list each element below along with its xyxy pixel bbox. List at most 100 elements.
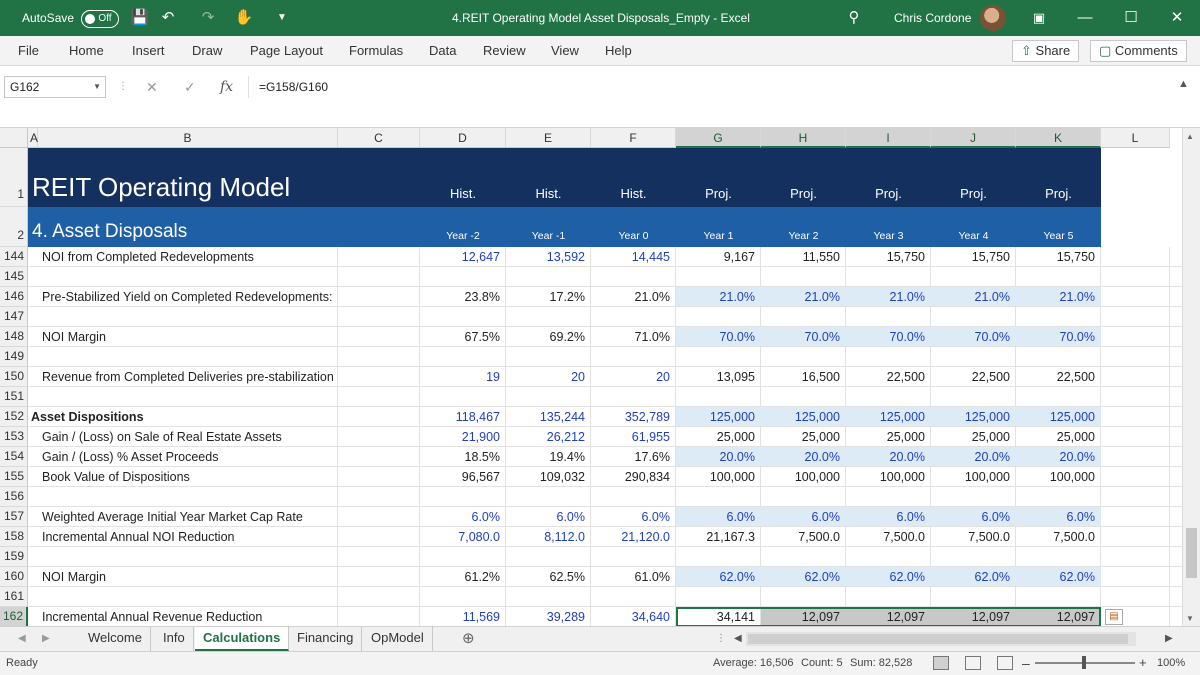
- row-label[interactable]: NOI Margin: [42, 570, 106, 584]
- row-label[interactable]: Incremental Annual NOI Reduction: [42, 530, 235, 544]
- selection-range[interactable]: [676, 607, 1101, 626]
- row-header[interactable]: 150: [0, 367, 28, 387]
- value-cell[interactable]: 18.5%: [464, 450, 500, 464]
- value-cell[interactable]: 25,000: [971, 430, 1010, 444]
- normal-view-icon[interactable]: [933, 656, 949, 670]
- row-header[interactable]: 146: [0, 287, 28, 307]
- value-cell[interactable]: 7,500.0: [798, 530, 840, 544]
- undo-icon[interactable]: ↶: [161, 9, 175, 26]
- zoom-out-icon[interactable]: –: [1022, 655, 1030, 671]
- minimize-icon[interactable]: —: [1077, 9, 1093, 26]
- value-cell[interactable]: 61.2%: [464, 570, 500, 584]
- column-header-c[interactable]: C: [338, 128, 420, 148]
- formula-input[interactable]: =G158/G160: [248, 76, 1178, 98]
- row-header[interactable]: 149: [0, 347, 28, 367]
- cancel-icon[interactable]: ✕: [146, 79, 158, 95]
- value-cell[interactable]: 6.0%: [811, 510, 841, 524]
- value-cell[interactable]: 21.0%: [1059, 290, 1095, 304]
- redo-icon[interactable]: ↷: [201, 9, 215, 26]
- value-cell[interactable]: 20: [656, 370, 670, 384]
- page-layout-view-icon[interactable]: [965, 656, 981, 670]
- autosave-toggle[interactable]: Off: [81, 9, 120, 28]
- value-cell[interactable]: 70.0%: [719, 330, 755, 344]
- value-cell[interactable]: 19.4%: [549, 450, 585, 464]
- value-cell[interactable]: 100,000: [964, 470, 1010, 484]
- row-label[interactable]: Incremental Annual Revenue Reduction: [42, 610, 263, 624]
- value-cell[interactable]: 109,032: [539, 470, 585, 484]
- value-cell[interactable]: 61.0%: [634, 570, 670, 584]
- value-cell[interactable]: 12,647: [461, 250, 500, 264]
- row-header[interactable]: 2: [0, 207, 28, 247]
- value-cell[interactable]: 12,097: [971, 610, 1010, 624]
- value-cell[interactable]: 8,112.0: [544, 530, 585, 544]
- value-cell[interactable]: 6.0%: [726, 510, 756, 524]
- next-sheet-icon[interactable]: ▶: [42, 633, 50, 644]
- zoom-in-icon[interactable]: +: [1139, 655, 1147, 670]
- value-cell[interactable]: 7,500.0: [883, 530, 925, 544]
- scroll-left-icon[interactable]: ◀: [734, 633, 742, 644]
- zoom-level[interactable]: 100%: [1157, 657, 1186, 669]
- column-header-d[interactable]: D: [420, 128, 506, 148]
- period-type-label[interactable]: Proj.: [790, 186, 817, 201]
- value-cell[interactable]: 34,640: [631, 610, 670, 624]
- value-cell[interactable]: 13,095: [716, 370, 755, 384]
- period-type-label[interactable]: Proj.: [960, 186, 987, 201]
- value-cell[interactable]: 20.0%: [719, 450, 755, 464]
- search-icon[interactable]: ⚲: [848, 9, 860, 26]
- value-cell[interactable]: 6.0%: [471, 510, 501, 524]
- column-header-k[interactable]: K: [1016, 128, 1101, 148]
- row-header[interactable]: 160: [0, 567, 28, 587]
- sheet-tab-financing[interactable]: Financing: [289, 627, 363, 651]
- period-type-label[interactable]: Proj.: [1045, 186, 1072, 201]
- touch-mode-icon[interactable]: ✋: [234, 9, 254, 26]
- year-label[interactable]: Year 5: [1043, 230, 1074, 242]
- value-cell[interactable]: 16,500: [801, 370, 840, 384]
- value-cell[interactable]: 21.0%: [974, 290, 1010, 304]
- row-header[interactable]: 144: [0, 247, 28, 267]
- value-cell[interactable]: 20.0%: [1059, 450, 1095, 464]
- value-cell[interactable]: 6.0%: [896, 510, 926, 524]
- value-cell[interactable]: 21,167.3: [706, 530, 755, 544]
- value-cell[interactable]: 21,120.0: [621, 530, 670, 544]
- hscroll-thumb[interactable]: [748, 634, 1128, 644]
- value-cell[interactable]: 21.0%: [889, 290, 925, 304]
- value-cell[interactable]: 62.0%: [804, 570, 840, 584]
- row-header[interactable]: 154: [0, 447, 28, 467]
- row-header[interactable]: 155: [0, 467, 28, 487]
- year-label[interactable]: Year 2: [788, 230, 819, 242]
- value-cell[interactable]: 6.0%: [556, 510, 586, 524]
- value-cell[interactable]: 21.0%: [804, 290, 840, 304]
- value-cell[interactable]: 125,000: [794, 410, 840, 424]
- value-cell[interactable]: 13,592: [546, 250, 585, 264]
- row-header[interactable]: 145: [0, 267, 28, 287]
- row-header[interactable]: 156: [0, 487, 28, 507]
- vertical-scrollbar[interactable]: ▲ ▼: [1182, 128, 1200, 626]
- tab-review[interactable]: Review: [483, 43, 526, 58]
- value-cell[interactable]: 25,000: [716, 430, 755, 444]
- row-header[interactable]: 147: [0, 307, 28, 327]
- value-cell[interactable]: 15,750: [1056, 250, 1095, 264]
- value-cell[interactable]: 11,569: [462, 610, 500, 624]
- value-cell[interactable]: 14,445: [631, 250, 670, 264]
- value-cell[interactable]: 71.0%: [634, 330, 670, 344]
- scroll-up-icon[interactable]: ▲: [1186, 132, 1194, 141]
- value-cell[interactable]: 100,000: [879, 470, 925, 484]
- row-label[interactable]: Book Value of Dispositions: [42, 470, 190, 484]
- value-cell[interactable]: 11,550: [802, 250, 840, 264]
- value-cell[interactable]: 69.2%: [549, 330, 585, 344]
- value-cell[interactable]: 12,097: [1056, 610, 1095, 624]
- enter-icon[interactable]: ✓: [184, 79, 196, 95]
- row-header[interactable]: 157: [0, 507, 28, 527]
- value-cell[interactable]: 125,000: [1049, 410, 1095, 424]
- tab-split-icon[interactable]: ⋮: [716, 633, 726, 644]
- autosave-control[interactable]: AutoSave Off: [22, 0, 120, 36]
- sheet-tab-info[interactable]: Info: [155, 627, 194, 651]
- add-sheet-icon[interactable]: ⊕: [462, 630, 475, 647]
- scroll-right-icon[interactable]: ▶: [1165, 633, 1173, 644]
- value-cell[interactable]: 25,000: [886, 430, 925, 444]
- avatar[interactable]: [980, 5, 1006, 31]
- section-title[interactable]: 4. Asset Disposals: [32, 221, 188, 242]
- row-header[interactable]: 151: [0, 387, 28, 407]
- value-cell[interactable]: 67.5%: [464, 330, 500, 344]
